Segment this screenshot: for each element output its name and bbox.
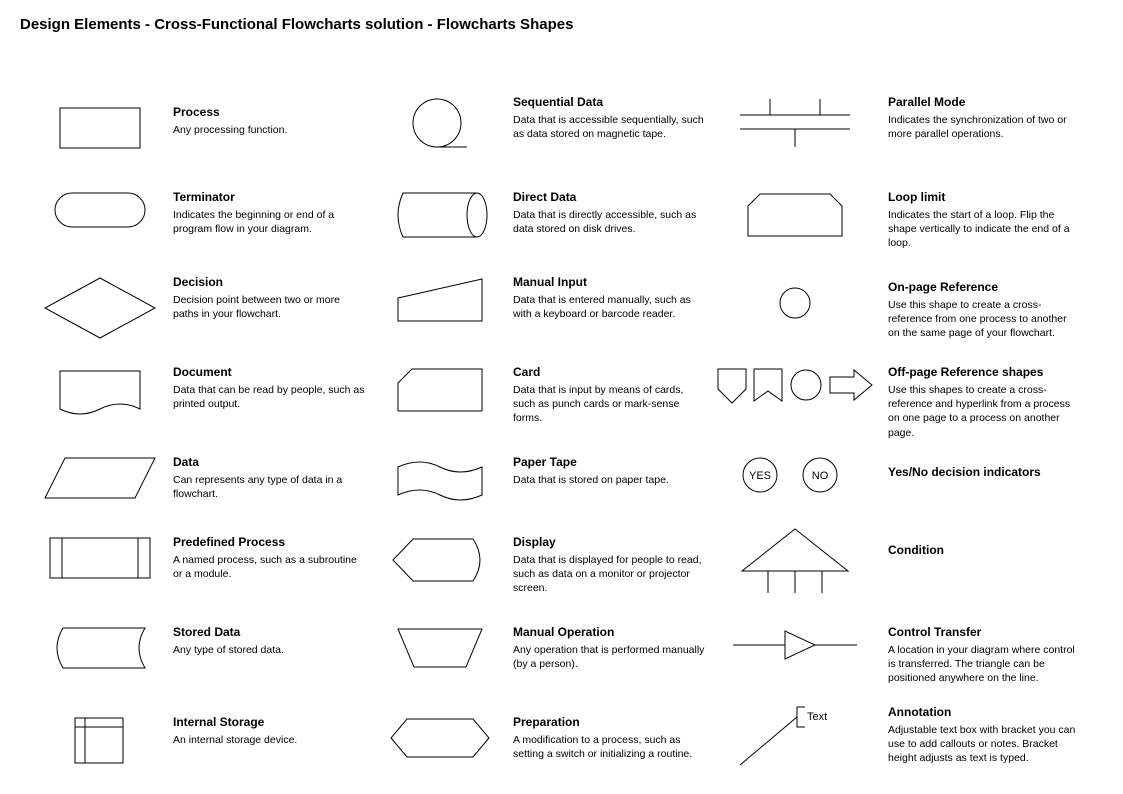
yes-no-title: Yes/No decision indicators xyxy=(888,465,1041,479)
manual-operation-desc: Any operation that is performed manually… xyxy=(513,643,705,671)
control-transfer-title: Control Transfer xyxy=(888,625,1080,639)
condition-shape xyxy=(710,523,880,598)
cell-internal-storage: Internal Storage An internal storage dev… xyxy=(35,713,297,768)
cell-loop-limit: Loop limit Indicates the start of a loop… xyxy=(710,188,1080,251)
off-page-reference-desc: Use this shapes to create a cross-refere… xyxy=(888,383,1080,440)
decision-desc: Decision point between two or more paths… xyxy=(173,293,365,321)
shapes-grid: Process Any processing function. Termina… xyxy=(20,53,1103,783)
cell-predefined-process: Predefined Process A named process, such… xyxy=(35,533,365,583)
manual-input-title: Manual Input xyxy=(513,275,705,289)
terminator-title: Terminator xyxy=(173,190,365,204)
manual-input-desc: Data that is entered manually, such as w… xyxy=(513,293,705,321)
terminator-shape xyxy=(35,188,165,232)
cell-direct-data: Direct Data Data that is directly access… xyxy=(375,188,705,243)
data-title: Data xyxy=(173,455,365,469)
predefined-process-shape xyxy=(35,533,165,583)
cell-on-page-reference: On-page Reference Use this shape to crea… xyxy=(710,278,1080,341)
yes-no-shape: YES NO xyxy=(710,453,880,498)
decision-title: Decision xyxy=(173,275,365,289)
terminator-desc: Indicates the beginning or end of a prog… xyxy=(173,208,365,236)
on-page-reference-shape xyxy=(710,278,880,328)
no-label: NO xyxy=(812,470,829,482)
control-transfer-shape xyxy=(710,623,880,668)
card-desc: Data that is input by means of cards, su… xyxy=(513,383,705,426)
cell-preparation: Preparation A modification to a process,… xyxy=(375,713,705,763)
parallel-mode-shape xyxy=(710,93,880,153)
preparation-desc: A modification to a process, such as set… xyxy=(513,733,705,761)
display-desc: Data that is displayed for people to rea… xyxy=(513,553,705,596)
cell-yes-no: YES NO Yes/No decision indicators xyxy=(710,453,1041,498)
preparation-shape xyxy=(375,713,505,763)
cell-manual-operation: Manual Operation Any operation that is p… xyxy=(375,623,705,673)
paper-tape-desc: Data that is stored on paper tape. xyxy=(513,473,669,487)
off-page-reference-shape xyxy=(710,363,880,408)
internal-storage-title: Internal Storage xyxy=(173,715,297,729)
document-shape xyxy=(35,363,165,423)
process-shape xyxy=(35,103,165,153)
direct-data-shape xyxy=(375,188,505,243)
stored-data-desc: Any type of stored data. xyxy=(173,643,284,657)
internal-storage-shape xyxy=(35,713,165,768)
annotation-desc: Adjustable text box with bracket you can… xyxy=(888,723,1080,766)
paper-tape-title: Paper Tape xyxy=(513,455,669,469)
cell-off-page-reference: Off-page Reference shapes Use this shape… xyxy=(710,363,1080,440)
stored-data-title: Stored Data xyxy=(173,625,284,639)
cell-card: Card Data that is input by means of card… xyxy=(375,363,705,426)
manual-operation-title: Manual Operation xyxy=(513,625,705,639)
document-desc: Data that can be read by people, such as… xyxy=(173,383,365,411)
parallel-mode-title: Parallel Mode xyxy=(888,95,1080,109)
loop-limit-desc: Indicates the start of a loop. Flip the … xyxy=(888,208,1080,251)
control-transfer-desc: A location in your diagram where control… xyxy=(888,643,1080,686)
manual-operation-shape xyxy=(375,623,505,673)
predefined-process-desc: A named process, such as a subroutine or… xyxy=(173,553,365,581)
loop-limit-title: Loop limit xyxy=(888,190,1080,204)
cell-document: Document Data that can be read by people… xyxy=(35,363,365,423)
card-title: Card xyxy=(513,365,705,379)
decision-shape xyxy=(35,273,165,343)
annotation-title: Annotation xyxy=(888,705,1080,719)
cell-terminator: Terminator Indicates the beginning or en… xyxy=(35,188,365,236)
paper-tape-shape xyxy=(375,453,505,508)
parallel-mode-desc: Indicates the synchronization of two or … xyxy=(888,113,1080,141)
data-shape xyxy=(35,453,165,503)
cell-manual-input: Manual Input Data that is entered manual… xyxy=(375,273,705,328)
card-shape xyxy=(375,363,505,418)
loop-limit-shape xyxy=(710,188,880,243)
on-page-reference-title: On-page Reference xyxy=(888,280,1080,294)
cell-display: Display Data that is displayed for peopl… xyxy=(375,533,705,596)
internal-storage-desc: An internal storage device. xyxy=(173,733,297,747)
cell-control-transfer: Control Transfer A location in your diag… xyxy=(710,623,1080,686)
yes-label: YES xyxy=(749,470,771,482)
cell-sequential-data: Sequential Data Data that is accessible … xyxy=(375,93,705,153)
annotation-text-label: Text xyxy=(807,711,827,723)
cell-condition: Condition xyxy=(710,523,944,598)
sequential-data-shape xyxy=(375,93,505,153)
cell-stored-data: Stored Data Any type of stored data. xyxy=(35,623,284,673)
cell-parallel-mode: Parallel Mode Indicates the synchronizat… xyxy=(710,93,1080,153)
cell-data: Data Can represents any type of data in … xyxy=(35,453,365,503)
data-desc: Can represents any type of data in a flo… xyxy=(173,473,365,501)
cell-annotation: Text Annotation Adjustable text box with… xyxy=(710,703,1080,773)
display-title: Display xyxy=(513,535,705,549)
condition-title: Condition xyxy=(888,543,944,557)
manual-input-shape xyxy=(375,273,505,328)
preparation-title: Preparation xyxy=(513,715,705,729)
cell-decision: Decision Decision point between two or m… xyxy=(35,273,365,343)
cell-paper-tape: Paper Tape Data that is stored on paper … xyxy=(375,453,669,508)
off-page-reference-title: Off-page Reference shapes xyxy=(888,365,1080,379)
predefined-process-title: Predefined Process xyxy=(173,535,365,549)
sequential-data-title: Sequential Data xyxy=(513,95,705,109)
process-title: Process xyxy=(173,105,287,119)
display-shape xyxy=(375,533,505,588)
document-title: Document xyxy=(173,365,365,379)
cell-process: Process Any processing function. xyxy=(35,103,287,153)
sequential-data-desc: Data that is accessible sequentially, su… xyxy=(513,113,705,141)
page-title: Design Elements - Cross-Functional Flowc… xyxy=(20,16,1103,33)
stored-data-shape xyxy=(35,623,165,673)
direct-data-title: Direct Data xyxy=(513,190,705,204)
on-page-reference-desc: Use this shape to create a cross-referen… xyxy=(888,298,1080,341)
direct-data-desc: Data that is directly accessible, such a… xyxy=(513,208,705,236)
process-desc: Any processing function. xyxy=(173,123,287,137)
annotation-shape: Text xyxy=(710,703,880,773)
